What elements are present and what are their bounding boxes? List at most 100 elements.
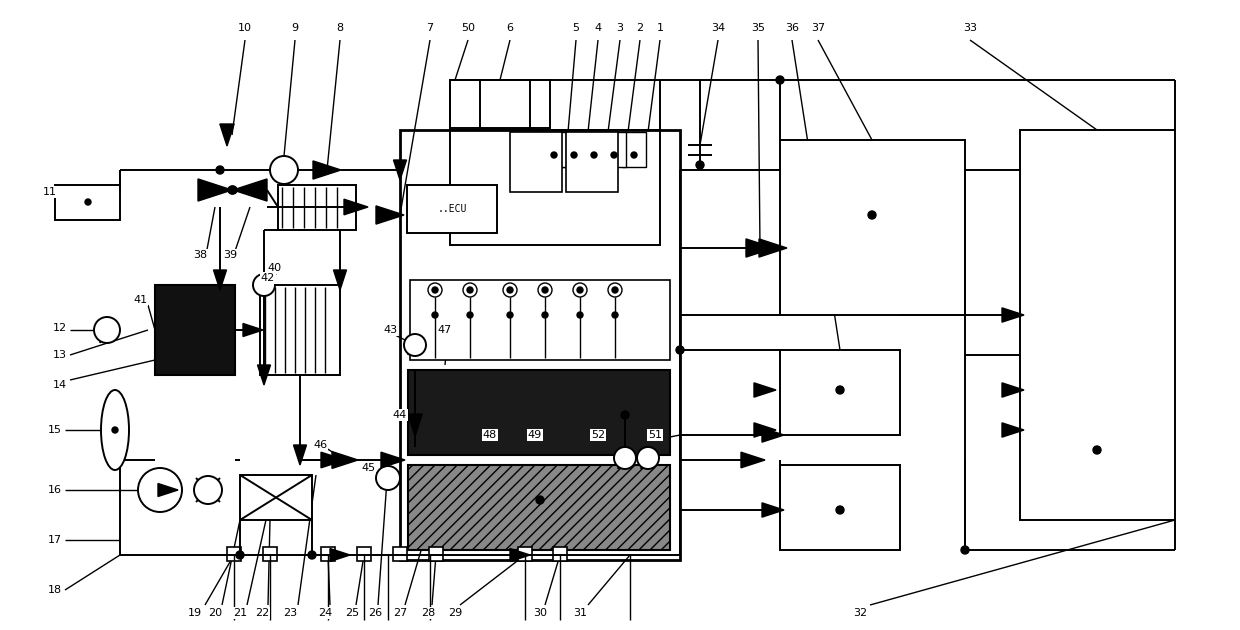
Bar <box>542 132 565 167</box>
Circle shape <box>236 551 244 559</box>
Bar <box>510 132 562 192</box>
Text: 48: 48 <box>482 430 497 440</box>
Bar <box>407 185 497 233</box>
Circle shape <box>696 161 704 169</box>
Circle shape <box>270 156 298 184</box>
Bar <box>408 465 670 550</box>
Text: 1: 1 <box>656 23 663 33</box>
Circle shape <box>836 506 844 514</box>
Polygon shape <box>157 483 179 496</box>
Polygon shape <box>219 124 234 146</box>
Circle shape <box>432 312 438 318</box>
Polygon shape <box>1002 308 1024 322</box>
Polygon shape <box>334 270 346 290</box>
Text: 38: 38 <box>193 250 207 260</box>
Bar <box>450 130 660 245</box>
Bar <box>622 132 646 167</box>
Text: 51: 51 <box>649 430 662 440</box>
Bar <box>155 285 236 375</box>
Text: 28: 28 <box>420 608 435 618</box>
Bar <box>393 547 407 561</box>
Text: 6: 6 <box>506 23 513 33</box>
Bar <box>55 185 120 220</box>
Text: 39: 39 <box>223 250 237 260</box>
Bar <box>450 80 551 128</box>
Bar <box>278 185 356 230</box>
Text: 26: 26 <box>368 608 382 618</box>
Text: 25: 25 <box>345 608 360 618</box>
Text: 50: 50 <box>461 23 475 33</box>
Bar <box>429 547 443 561</box>
Polygon shape <box>742 452 765 468</box>
Text: 47: 47 <box>438 325 453 335</box>
Text: 19: 19 <box>188 608 202 618</box>
Polygon shape <box>258 365 270 385</box>
Circle shape <box>463 283 477 297</box>
Circle shape <box>776 76 784 84</box>
Bar <box>263 547 277 561</box>
Polygon shape <box>213 270 227 290</box>
Circle shape <box>611 152 618 158</box>
Text: 18: 18 <box>48 585 62 595</box>
Bar <box>553 547 567 561</box>
Text: 7: 7 <box>427 23 434 33</box>
Ellipse shape <box>100 390 129 470</box>
Circle shape <box>503 283 517 297</box>
Circle shape <box>94 317 120 343</box>
Circle shape <box>577 287 583 293</box>
Text: 40: 40 <box>268 263 281 273</box>
Polygon shape <box>321 452 345 468</box>
Text: 17: 17 <box>48 535 62 545</box>
Bar <box>401 130 680 560</box>
Bar <box>780 465 900 550</box>
Bar <box>480 80 529 128</box>
Circle shape <box>467 312 472 318</box>
Text: 27: 27 <box>393 608 407 618</box>
Circle shape <box>631 152 637 158</box>
Text: 10: 10 <box>238 23 252 33</box>
Circle shape <box>384 456 392 464</box>
Text: 34: 34 <box>711 23 725 33</box>
Text: 20: 20 <box>208 608 222 618</box>
Circle shape <box>308 551 316 559</box>
Text: 31: 31 <box>573 608 587 618</box>
Bar <box>601 132 626 167</box>
Polygon shape <box>198 179 232 201</box>
Text: 21: 21 <box>233 608 247 618</box>
Circle shape <box>428 283 441 297</box>
Text: 23: 23 <box>283 608 298 618</box>
Circle shape <box>608 283 622 297</box>
Text: 3: 3 <box>616 23 624 33</box>
Polygon shape <box>376 206 404 224</box>
Polygon shape <box>381 452 405 468</box>
Bar <box>155 285 236 375</box>
Bar <box>410 280 670 360</box>
Bar <box>227 547 241 561</box>
Bar <box>1021 130 1176 520</box>
Circle shape <box>507 312 513 318</box>
Polygon shape <box>343 199 368 215</box>
Text: 16: 16 <box>48 485 62 495</box>
Circle shape <box>570 152 577 158</box>
Circle shape <box>591 152 596 158</box>
Circle shape <box>836 386 844 394</box>
Circle shape <box>868 211 875 219</box>
Circle shape <box>432 287 438 293</box>
Polygon shape <box>763 428 784 442</box>
Polygon shape <box>312 161 341 179</box>
Text: 8: 8 <box>336 23 343 33</box>
Circle shape <box>637 447 658 469</box>
Polygon shape <box>332 452 358 469</box>
Circle shape <box>467 287 472 293</box>
Circle shape <box>613 287 618 293</box>
Bar <box>357 547 371 561</box>
Text: 44: 44 <box>393 410 407 420</box>
Text: 35: 35 <box>751 23 765 33</box>
Bar <box>565 132 618 192</box>
Polygon shape <box>1002 423 1024 437</box>
Polygon shape <box>510 549 529 561</box>
Circle shape <box>573 283 587 297</box>
Polygon shape <box>763 503 784 517</box>
Polygon shape <box>759 239 787 257</box>
Circle shape <box>676 346 684 354</box>
